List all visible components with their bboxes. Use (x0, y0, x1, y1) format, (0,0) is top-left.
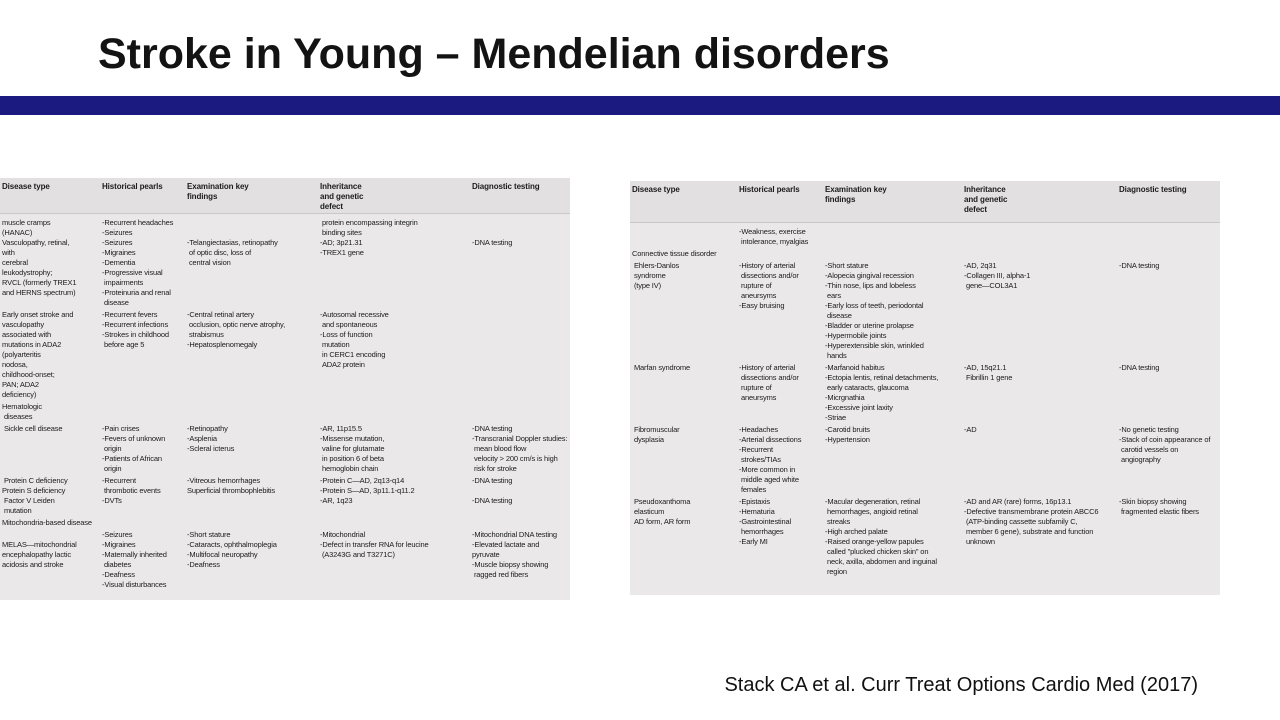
table-cell (1117, 227, 1220, 247)
table-cell: -Marfanoid habitus -Ectopia lentis, reti… (825, 363, 939, 422)
table-cell: -DNA testing (1119, 363, 1160, 372)
table-cell (470, 518, 570, 528)
table-cell: -History of arterial dissections and/or … (739, 261, 799, 310)
table-cell (318, 402, 470, 422)
table-cell: -Epistaxis -Hematuria -Gastrointestinal … (739, 497, 792, 546)
mendelian-disorders-table-left: Disease type Historical pearls Examination… (0, 178, 570, 600)
table-row: Hematologic diseases (0, 402, 570, 422)
table-row: Marfan syndrome -History of arterial diss… (630, 363, 1220, 423)
table-cell: -DNA testing -Transcranial Doppler studi… (472, 424, 568, 473)
table-cell (318, 518, 470, 528)
column-header: Historical pearls (739, 185, 800, 194)
table-cell (100, 518, 185, 528)
table-cell: -Seizures -Migraines -Maternally inherit… (102, 530, 167, 589)
table-cell: -History of arterial dissections and/or … (739, 363, 799, 402)
table-cell (823, 249, 962, 259)
column-header: Inheritance and genetic defect (320, 182, 364, 211)
table-cell: -No genetic testing -Stack of coin appea… (1119, 425, 1211, 464)
table-row: Pseudoxanthoma elasticum AD form, AR for… (630, 497, 1220, 577)
table-cell: -Mitochondrial DNA testing -Elevated lac… (472, 530, 557, 579)
table-cell: -Vitreous hemorrhages Superficial thromb… (187, 476, 275, 495)
table-cell: Mitochondria-based disease (2, 518, 92, 527)
mendelian-disorders-table-right: Disease type Historical pearls Examination… (630, 181, 1220, 595)
table-cell: -AD and AR (rare) forms, 16p13.1 -Defect… (964, 497, 1099, 546)
table-cell (470, 310, 570, 400)
table-cell: Sickle cell disease (2, 424, 63, 433)
table-cell: -Recurrent thrombotic events -DVTs (102, 476, 161, 505)
table-cell: Fibromuscular dysplasia (633, 425, 680, 444)
table-cell: -AD, 15q21.1 Fibrillin 1 gene (964, 363, 1013, 382)
column-header: Examination key findings (825, 185, 887, 204)
table-row: Early onset stroke and vasculopathy asso… (0, 310, 570, 400)
table-cell: -Recurrent headaches -Seizures -Seizures… (102, 218, 174, 307)
column-header: Diagnostic testing (472, 182, 540, 191)
table-cell (630, 227, 737, 247)
table-cell (470, 402, 570, 422)
table-cell: Hematologic diseases (2, 402, 43, 421)
table-cell: Marfan syndrome (632, 363, 691, 372)
table-row: Sickle cell disease -Pain crises -Fevers … (0, 424, 570, 474)
table-cell: -Short stature -Cataracts, ophthalmopleg… (187, 530, 277, 569)
accent-divider-bar (0, 96, 1280, 115)
slide-title: Stroke in Young – Mendelian disorders (98, 30, 890, 78)
table-cell: -Headaches -Arterial dissections -Recurr… (739, 425, 802, 494)
citation-text: Stack CA et al. Curr Treat Options Cardi… (724, 674, 1198, 696)
column-header: Inheritance and genetic defect (964, 185, 1008, 214)
table-row: Fibromuscular dysplasia -Headaches -Arter… (630, 425, 1220, 495)
table-cell: -Autosomal recessive and spontaneous -Lo… (320, 310, 389, 369)
table-cell: -Carotid bruits -Hypertension (825, 425, 870, 444)
table-row: Connective tissue disorder (630, 249, 1220, 259)
table-cell: MELAS—mitochondrial encephalopathy lacti… (2, 540, 77, 569)
table-cell: -AD, 2q31 -Collagen III, alpha-1 gene—CO… (964, 261, 1031, 290)
table-cell: muscle cramps (HANAC) Vasculopathy, reti… (2, 218, 77, 297)
table-cell: -Weakness, exercise intolerance, myalgia… (739, 227, 809, 246)
table-cell: -Pain crises -Fevers of unknown origin -… (102, 424, 166, 473)
table-cell: Protein C deficiency Protein S deficienc… (2, 476, 68, 515)
table-cell: protein encompassing integrin binding si… (320, 218, 418, 257)
table-cell: -Mitochondrial -Defect in transfer RNA f… (320, 530, 429, 559)
table-cell: Pseudoxanthoma elasticum AD form, AR for… (633, 497, 691, 526)
table-cell: -Short stature -Alopecia gingival recess… (825, 261, 924, 360)
table-cell: -Skin biopsy showing fragmented elastic … (1119, 497, 1199, 516)
table-row: -Weakness, exercise intolerance, myalgia… (630, 227, 1220, 247)
column-header: Examination key findings (187, 182, 249, 201)
table-row: Protein C deficiency Protein S deficienc… (0, 476, 570, 516)
table-cell: -Telangiectasias, retinopathy of optic d… (187, 238, 278, 267)
table-header-row: Disease type Historical pearls Examination… (630, 181, 1220, 223)
table-cell: -DNA testing -DNA testing (472, 476, 513, 505)
table-cell (185, 402, 318, 422)
table-cell: -DNA testing (1119, 261, 1160, 270)
table-cell (185, 518, 318, 528)
table-row: Ehlers-Danlos syndrome (type IV) -History… (630, 261, 1220, 361)
table-cell: Ehlers-Danlos syndrome (type IV) (633, 261, 680, 290)
table-cell: -AR, 11p15.5 -Missense mutation, valine … (320, 424, 385, 473)
table-cell: Connective tissue disorder (632, 249, 717, 258)
table-cell: -Central retinal artery occlusion, optic… (187, 310, 286, 349)
table-cell: -Macular degeneration, retinal hemorrhag… (825, 497, 937, 576)
table-cell (1117, 249, 1220, 259)
table-row: Mitochondria-based disease (0, 518, 570, 528)
table-cell (737, 249, 823, 259)
table-cell: -AD (964, 425, 977, 434)
table-cell (962, 227, 1117, 247)
table-cell: -Protein C—AD, 2q13-q14 -Protein S—AD, 3… (320, 476, 415, 505)
table-header-row: Disease type Historical pearls Examination… (0, 178, 570, 214)
column-header: Disease type (2, 182, 50, 191)
table-cell: -Retinopathy -Asplenia -Scleral icterus (187, 424, 235, 453)
table-cell: -Recurrent fevers -Recurrent infections … (102, 310, 169, 349)
column-header: Diagnostic testing (1119, 185, 1187, 194)
table-cell (823, 227, 962, 247)
table-cell (962, 249, 1117, 259)
column-header: Disease type (632, 185, 680, 194)
table-cell: -DNA testing (472, 238, 513, 247)
column-header: Historical pearls (102, 182, 163, 191)
table-row: MELAS—mitochondrial encephalopathy lacti… (0, 530, 570, 590)
table-cell: Early onset stroke and vasculopathy asso… (2, 310, 74, 399)
table-cell (100, 402, 185, 422)
table-row: muscle cramps (HANAC) Vasculopathy, reti… (0, 218, 570, 308)
